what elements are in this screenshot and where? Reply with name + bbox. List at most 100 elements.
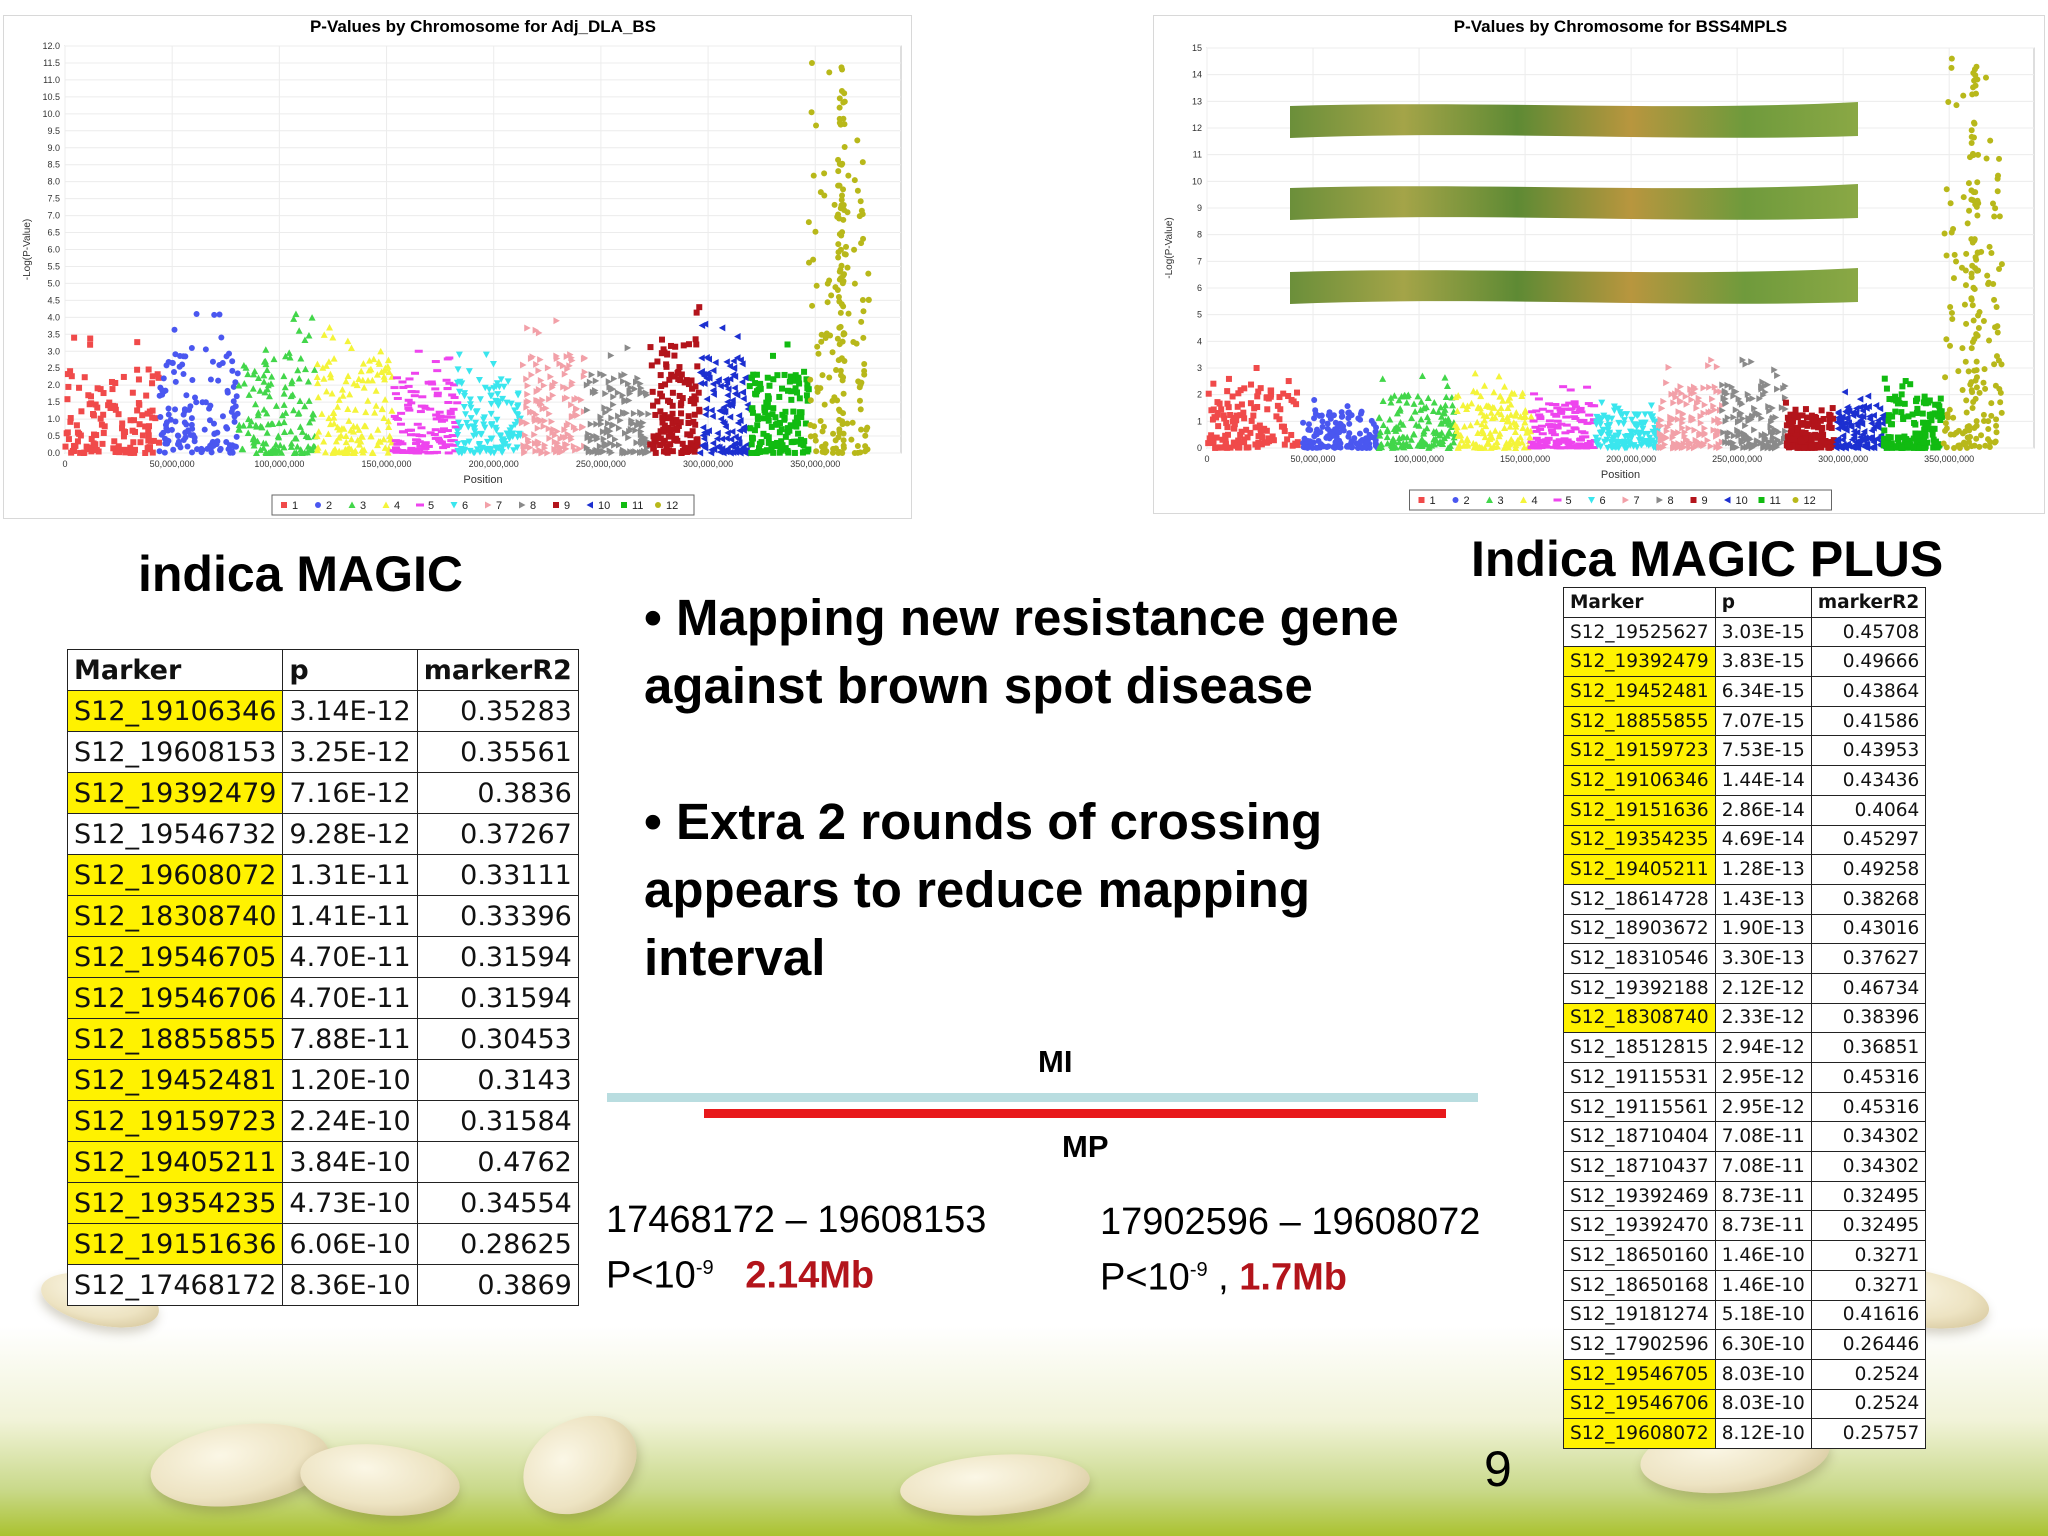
data-point xyxy=(531,431,538,439)
data-point xyxy=(1995,172,2002,179)
data-point xyxy=(239,445,247,453)
data-point xyxy=(1998,409,2005,416)
data-point xyxy=(1986,337,1993,344)
data-point xyxy=(1970,317,1977,324)
data-point xyxy=(1437,403,1445,411)
data-point xyxy=(1972,189,1979,196)
data-point xyxy=(827,332,834,339)
data-point xyxy=(1550,412,1559,416)
data-point xyxy=(1253,365,1260,371)
data-point xyxy=(183,392,190,399)
data-point xyxy=(256,387,264,394)
data-point xyxy=(1408,414,1416,421)
data-point xyxy=(418,434,427,438)
legend-marker xyxy=(1588,497,1595,504)
data-point xyxy=(68,449,75,456)
data-point xyxy=(1778,404,1786,412)
data-point xyxy=(1267,393,1274,400)
data-point xyxy=(1259,434,1266,441)
data-point xyxy=(1969,389,1976,396)
data-point xyxy=(1982,385,1989,392)
bullet-item: • Mapping new resistance gene against br… xyxy=(644,589,1399,714)
data-point xyxy=(621,449,628,457)
data-point xyxy=(1561,431,1570,435)
data-point xyxy=(860,308,867,315)
data-point xyxy=(390,386,399,390)
data-point xyxy=(576,445,583,453)
data-point xyxy=(1775,428,1783,436)
data-point xyxy=(729,399,736,407)
marker-cell: S12_19151636 xyxy=(66,1223,284,1265)
data-point xyxy=(835,434,842,441)
data-point xyxy=(1535,438,1544,442)
data-point xyxy=(793,423,800,430)
data-point xyxy=(1719,406,1726,414)
data-point xyxy=(1759,378,1766,386)
data-point xyxy=(708,406,715,414)
data-point xyxy=(1619,411,1627,418)
p-value-cell: 2.95E-12 xyxy=(1714,1091,1812,1123)
table-row: S12_17902596 6.30E-10 0.26446 xyxy=(1563,1329,1927,1360)
data-point xyxy=(727,435,735,443)
x-tick-label: 350,000,000 xyxy=(1924,454,1974,464)
p-value-cell: 2.86E-14 xyxy=(1714,794,1812,826)
data-point xyxy=(1789,442,1796,449)
data-point xyxy=(629,420,637,428)
data-point xyxy=(725,385,732,393)
data-point xyxy=(657,442,664,449)
data-point xyxy=(94,385,101,392)
data-point xyxy=(735,412,743,420)
data-point xyxy=(553,352,560,360)
data-point xyxy=(76,384,83,391)
data-point xyxy=(1240,409,1247,416)
data-point xyxy=(1536,440,1545,444)
data-point xyxy=(1230,425,1237,432)
data-point xyxy=(694,442,701,449)
data-point xyxy=(739,388,746,396)
data-point xyxy=(445,356,454,360)
data-point xyxy=(795,374,802,381)
data-point xyxy=(1644,430,1652,438)
data-point xyxy=(1504,397,1512,404)
data-point xyxy=(1499,397,1507,404)
data-point xyxy=(1570,400,1579,404)
data-point xyxy=(344,405,352,412)
data-point xyxy=(1333,427,1340,434)
data-point xyxy=(1470,443,1478,451)
data-point xyxy=(1824,440,1831,447)
data-point xyxy=(454,366,462,373)
data-point xyxy=(592,447,599,455)
data-point xyxy=(694,363,701,370)
data-point xyxy=(770,376,777,383)
data-point xyxy=(1372,442,1379,449)
data-point xyxy=(90,411,97,418)
data-point xyxy=(412,438,421,442)
data-point xyxy=(718,408,725,416)
p-value-cell: 8.03E-10 xyxy=(1714,1358,1812,1390)
data-point xyxy=(487,410,495,418)
marker-cell: S12_19452481 xyxy=(1563,676,1716,707)
data-point xyxy=(262,346,270,353)
data-point xyxy=(320,438,328,445)
data-point xyxy=(1311,397,1318,403)
table-row: S12_19452481 1.20E-10 0.3143 xyxy=(66,1059,579,1101)
data-point xyxy=(145,427,152,434)
data-point xyxy=(1263,427,1270,434)
data-point xyxy=(535,385,543,393)
legend-label: 6 xyxy=(462,500,468,512)
data-point xyxy=(1971,286,1978,293)
marker-r2-cell: 0.31594 xyxy=(416,977,579,1019)
data-point xyxy=(325,414,333,422)
data-point xyxy=(1600,412,1608,420)
marker-r2-cell: 0.49666 xyxy=(1810,646,1927,678)
y-tick-label: 11.5 xyxy=(43,58,60,68)
data-point xyxy=(1913,397,1920,404)
data-point xyxy=(1390,392,1398,399)
data-point xyxy=(1532,429,1541,433)
data-point xyxy=(786,378,793,385)
data-point xyxy=(683,448,690,455)
data-point xyxy=(325,358,333,365)
marker-cell: S12_18614728 xyxy=(1563,883,1716,915)
marker-r2-cell: 0.45708 xyxy=(1810,616,1927,648)
data-point xyxy=(280,372,288,380)
